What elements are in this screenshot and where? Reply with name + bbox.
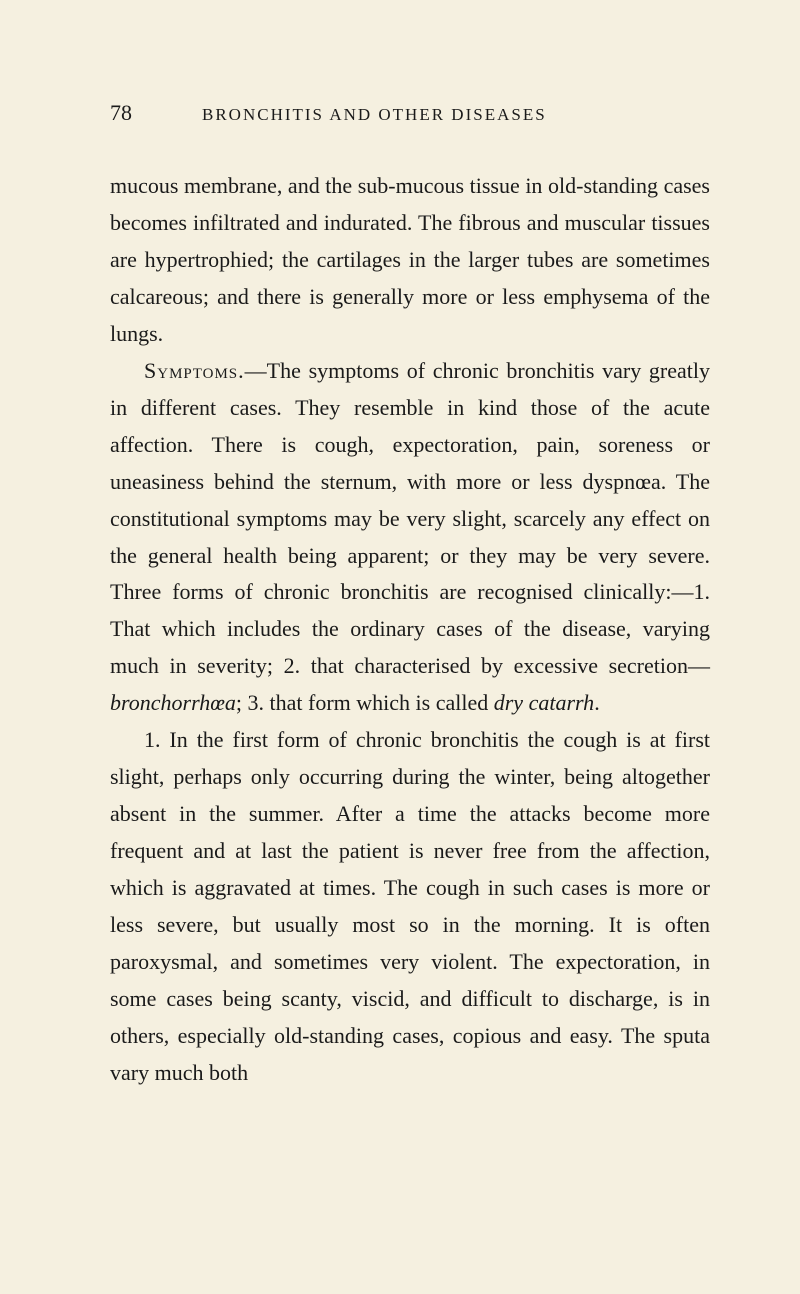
paragraph-2-end: .: [594, 690, 600, 715]
running-title: BRONCHITIS AND OTHER DISEASES: [202, 105, 547, 125]
body-text: mucous membrane, and the sub-mucous tiss…: [110, 168, 710, 1092]
paragraph-3: 1. In the first form of chronic bronchit…: [110, 722, 710, 1092]
paragraph-2: Symptoms.—The symptoms of chronic bronch…: [110, 353, 710, 723]
page-number: 78: [110, 100, 132, 126]
paragraph-2-text: —The symptoms of chronic bronchitis vary…: [110, 358, 710, 679]
paragraph-1: mucous membrane, and the sub-mucous tiss…: [110, 168, 710, 353]
page-container: 78 BRONCHITIS AND OTHER DISEASES mucous …: [0, 0, 800, 1152]
italic-dry-catarrh: dry catarrh: [494, 690, 594, 715]
paragraph-2-mid: ; 3. that form which is called: [236, 690, 494, 715]
symptoms-heading: Symptoms.: [144, 358, 245, 383]
italic-bronchorrhoea: bronchorrhœa: [110, 690, 236, 715]
page-header: 78 BRONCHITIS AND OTHER DISEASES: [110, 100, 710, 126]
